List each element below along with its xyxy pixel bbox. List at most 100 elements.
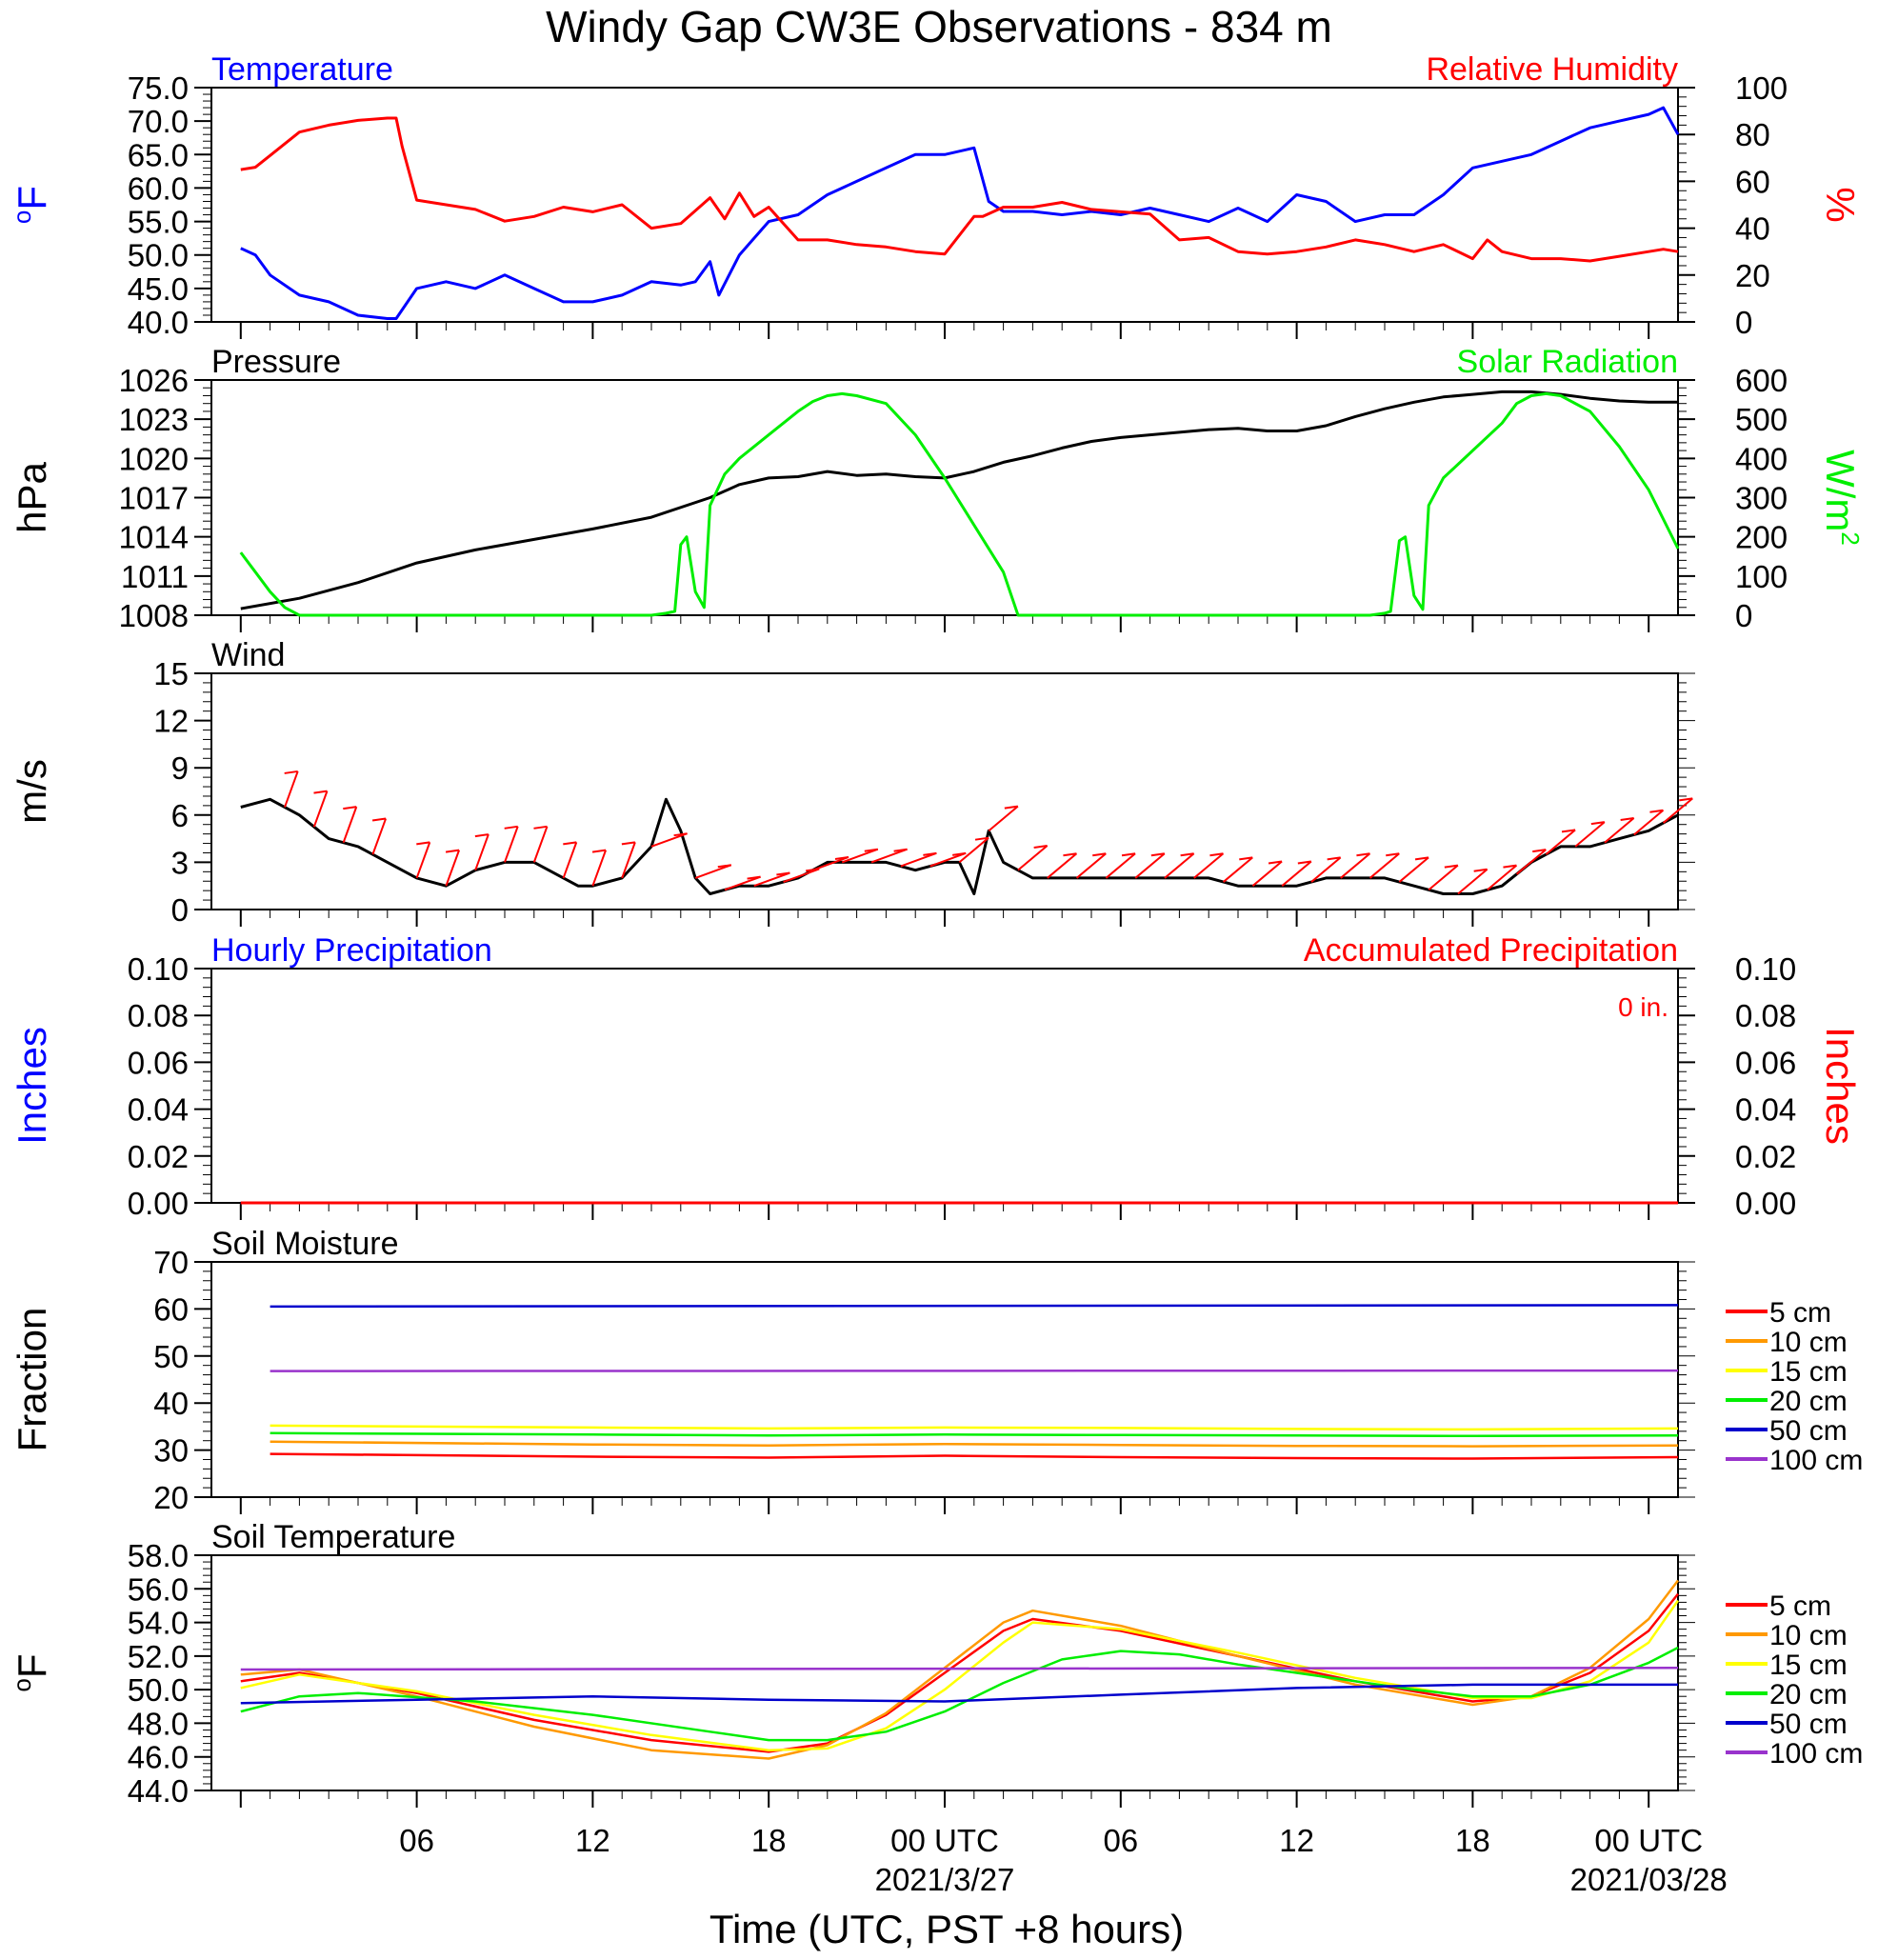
wind-barb-flag bbox=[591, 849, 607, 853]
right-unit: W/m2 bbox=[1818, 450, 1865, 546]
y-tick-label: 0.06 bbox=[128, 1045, 189, 1080]
wind-barb bbox=[841, 848, 879, 864]
unit-f: F bbox=[10, 186, 54, 210]
y2-tick-label: 0 bbox=[1735, 305, 1752, 340]
y2-tick-label: 600 bbox=[1735, 363, 1788, 398]
wind-barb bbox=[812, 856, 849, 871]
unit-exp: 2 bbox=[1836, 531, 1865, 545]
wind-barb bbox=[1075, 852, 1107, 879]
x-tick-label: 00 UTC bbox=[1594, 1823, 1703, 1858]
y-tick-label: 1008 bbox=[119, 598, 189, 633]
y-tick-label: 55.0 bbox=[128, 205, 189, 240]
wind-barb-flag bbox=[1386, 852, 1400, 857]
wind-barb bbox=[1105, 852, 1136, 879]
wind-barb bbox=[1134, 852, 1166, 879]
wind-barb bbox=[1545, 829, 1576, 855]
y-tick-label: 65.0 bbox=[128, 137, 189, 172]
wind-barb bbox=[415, 842, 431, 879]
series-line-pressure bbox=[240, 390, 1678, 610]
series-line-15-cm bbox=[270, 1424, 1679, 1431]
y2-tick-label: 0.00 bbox=[1735, 1186, 1796, 1221]
unit-f: F bbox=[10, 1653, 54, 1678]
left-unit: oF bbox=[8, 186, 54, 224]
wind-barb-flag bbox=[1297, 860, 1311, 865]
wind-barb bbox=[650, 832, 688, 848]
wind-barb-flag bbox=[563, 841, 577, 846]
legend-label: 15 cm bbox=[1769, 1650, 1848, 1681]
wind-barb-flag bbox=[923, 851, 937, 856]
temperature-humidity-panel: 40.045.050.055.060.065.070.075.0 0 20 40 60 8… bbox=[8, 51, 1863, 340]
y2-tick-label: 0.02 bbox=[1735, 1139, 1796, 1174]
wind-barb-flag bbox=[445, 849, 460, 853]
y-tick-label: 1011 bbox=[121, 559, 189, 594]
wind-barb bbox=[312, 790, 329, 828]
wind-barb-flag bbox=[974, 836, 989, 841]
wind-barb-flag bbox=[1620, 817, 1634, 822]
wind-barb bbox=[1017, 845, 1049, 871]
y-tick-label: 46.0 bbox=[128, 1740, 189, 1775]
wind-barb bbox=[988, 805, 1019, 832]
y2-tick-label: 20 bbox=[1735, 258, 1770, 293]
series-line-100-cm bbox=[240, 1666, 1679, 1671]
wind-barb bbox=[342, 806, 358, 844]
plot-frame bbox=[210, 672, 1679, 910]
wind-barb-flag bbox=[1590, 821, 1605, 826]
series-line-20-cm bbox=[270, 1431, 1679, 1438]
panel-title: Wind bbox=[211, 637, 285, 673]
wind-barb bbox=[1222, 856, 1253, 883]
y-tick-label: 20 bbox=[153, 1480, 189, 1515]
legend-label: 15 cm bbox=[1769, 1356, 1848, 1388]
wind-barb-flag bbox=[284, 770, 298, 774]
wind-barb-flag bbox=[1473, 868, 1488, 872]
wind-barb-flag bbox=[1092, 852, 1107, 857]
y-tick-label: 52.0 bbox=[128, 1639, 189, 1674]
panel-title: Soil Temperature bbox=[211, 1519, 455, 1555]
y2-tick-label: 0.08 bbox=[1735, 998, 1796, 1033]
left-unit: Inches bbox=[10, 1027, 54, 1145]
series-line-100-cm bbox=[270, 1369, 1679, 1372]
precip-annotation: 0 in. bbox=[1618, 992, 1668, 1022]
series-line-wind bbox=[240, 797, 1679, 895]
y-tick-label: 30 bbox=[153, 1433, 189, 1469]
wind-barb-flag bbox=[1649, 809, 1664, 813]
wind-barb-flag bbox=[1356, 852, 1370, 857]
unit-degree: o bbox=[8, 1678, 36, 1691]
wind-barb bbox=[591, 850, 608, 887]
wind-barb bbox=[870, 848, 908, 864]
y-tick-label: 0.02 bbox=[128, 1139, 189, 1174]
wind-barb-flag bbox=[1121, 852, 1136, 857]
wind-barb bbox=[562, 842, 578, 879]
precipitation-panel: 0.00 0.02 0.04 0.06 0.08 0.10 0.00 0.02 0.04 0.06… bbox=[10, 932, 1863, 1221]
y2-tick-label: 100 bbox=[1735, 559, 1788, 594]
wind-barb bbox=[1428, 864, 1459, 891]
left-unit: hPa bbox=[10, 461, 54, 532]
y2-tick-label: 100 bbox=[1735, 70, 1788, 106]
y-tick-label: 1023 bbox=[119, 402, 189, 437]
y-tick-label: 9 bbox=[171, 750, 189, 786]
y-tick-label: 15 bbox=[153, 656, 189, 691]
y2-tick-label: 0.04 bbox=[1735, 1092, 1796, 1128]
wind-barb bbox=[1340, 852, 1371, 879]
y-tick-label: 60 bbox=[153, 1291, 189, 1327]
legend-label: 20 cm bbox=[1769, 1386, 1848, 1417]
wind-barb-flag bbox=[1414, 856, 1429, 861]
y-tick-label: 70.0 bbox=[128, 104, 189, 139]
series-line-50-cm bbox=[270, 1304, 1679, 1309]
y2-tick-label: 40 bbox=[1735, 211, 1770, 247]
y2-tick-label: 80 bbox=[1735, 117, 1770, 152]
y2-tick-label: 0 bbox=[1735, 598, 1752, 633]
x-tick-label: 06 bbox=[399, 1823, 434, 1858]
wind-barb bbox=[1398, 856, 1429, 883]
wind-barb-flag bbox=[1063, 852, 1077, 857]
y-tick-label: 3 bbox=[171, 845, 189, 880]
x-tick-label: 00 UTC bbox=[890, 1823, 999, 1858]
panel-right-title: Solar Radiation bbox=[1457, 344, 1678, 380]
wind-barb bbox=[1281, 860, 1312, 887]
series-line-15-cm bbox=[240, 1599, 1680, 1751]
legend-label: 100 cm bbox=[1769, 1445, 1863, 1476]
y2-tick-label: 60 bbox=[1735, 164, 1770, 199]
y-tick-label: 60.0 bbox=[128, 170, 189, 206]
y-tick-label: 48.0 bbox=[128, 1706, 189, 1741]
wind-barb bbox=[958, 836, 989, 864]
x-date-label: 2021/3/27 bbox=[875, 1862, 1015, 1897]
